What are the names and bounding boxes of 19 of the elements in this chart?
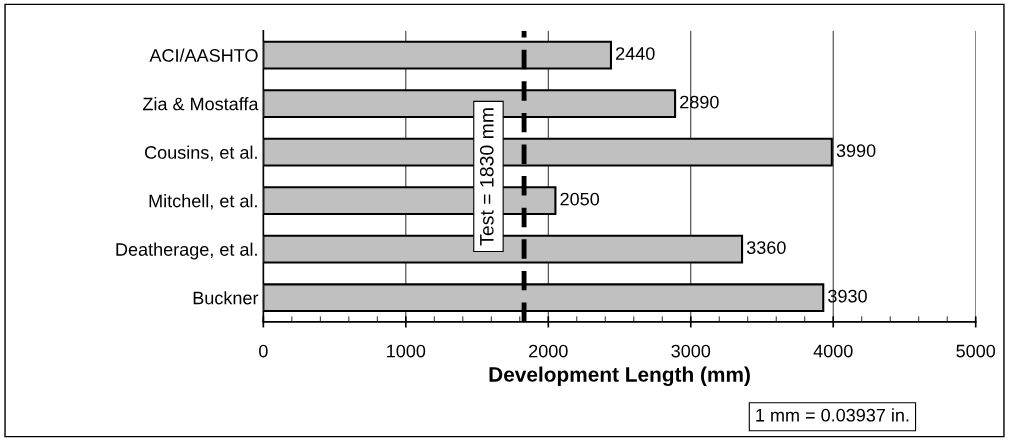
data-label: 3360 [746,241,786,255]
x-tick-label: 0 [259,344,268,358]
x-tick-label: 1000 [387,344,426,358]
text: 1 mm = 0.03937 in. [756,408,909,422]
x-axis-title: Development Length (mm) [489,366,750,387]
data-label: 3990 [836,144,876,157]
y-tick-label: Mitchell, et al. [149,194,257,210]
x-tick-label: 4000 [813,344,853,358]
ref-line-label: Test = 1830 mm [479,108,494,246]
y-tick-label: Buckner [193,291,259,305]
x-tick-label: 3000 [671,344,711,358]
x-tick-label: 2000 [529,344,568,358]
y-tick-label: ACI/AASHTO [149,48,258,62]
data-label: 2440 [616,47,655,60]
y-tick-label: Cousins, et al. [145,145,257,161]
y-tick-label: Deatherage, et al. [116,242,257,260]
x-tick-label: 5000 [956,344,996,358]
y-tick-label: Zia & Mostaffa [142,97,259,111]
data-label: 2050 [560,192,600,206]
